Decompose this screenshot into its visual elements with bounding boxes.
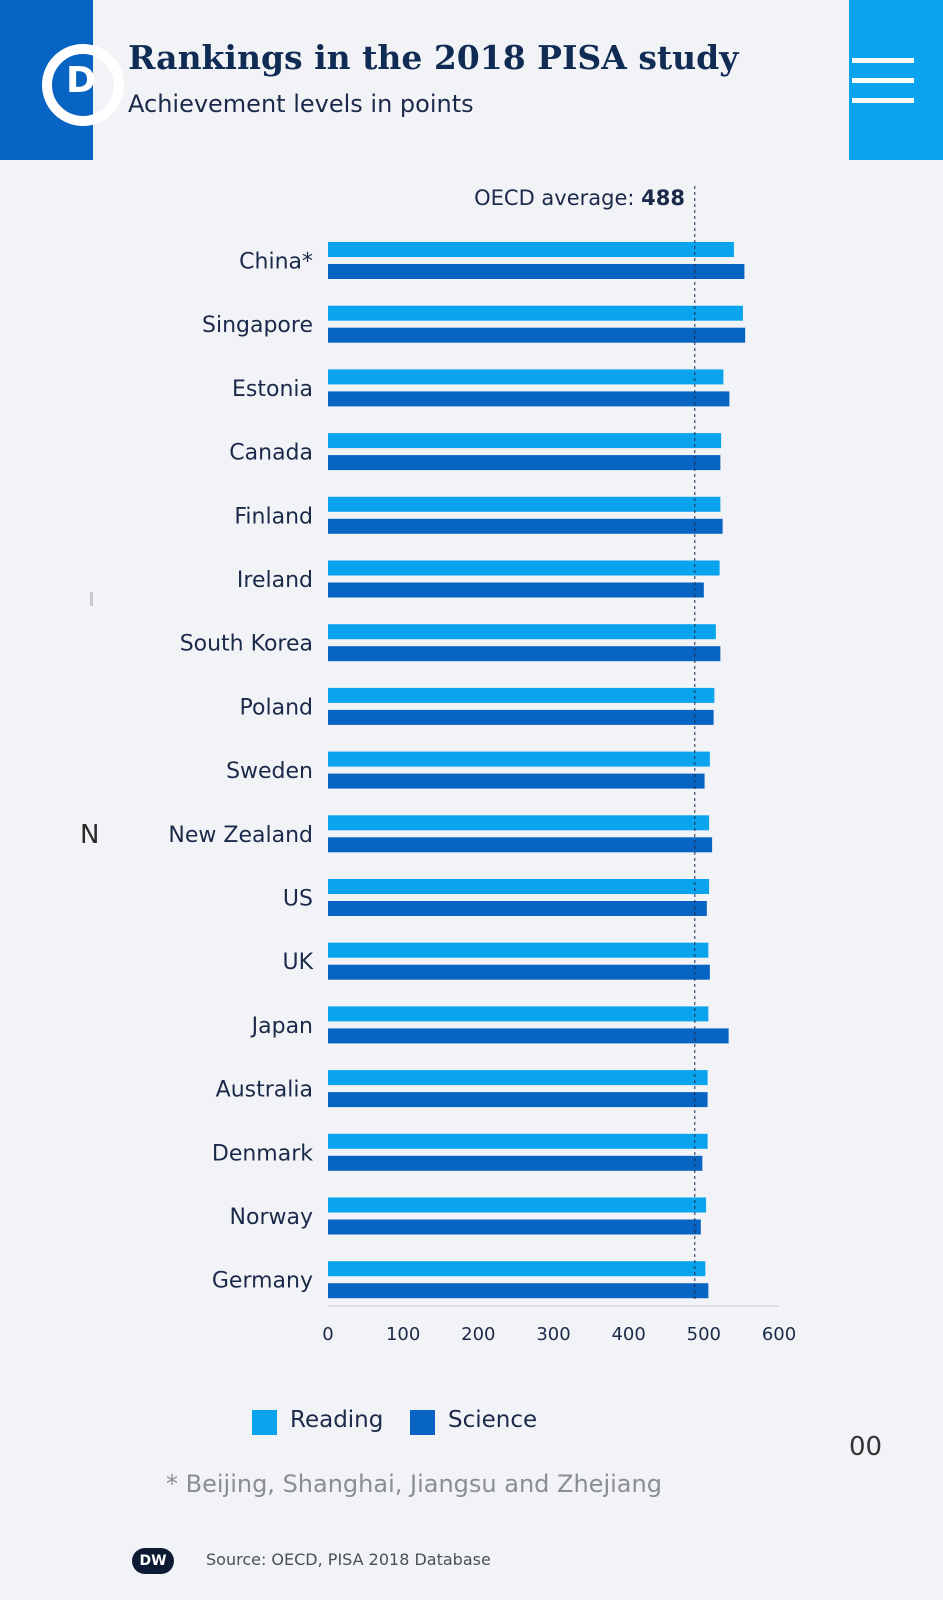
background-remnant-letter: N	[80, 820, 100, 850]
bar-reading	[328, 1006, 709, 1022]
bar-science	[328, 709, 714, 725]
category-label: Australia	[216, 1078, 313, 1103]
bar-reading	[328, 305, 743, 321]
bar-science	[328, 1219, 701, 1235]
category-label: UK	[282, 950, 313, 975]
x-tick-label: 100	[386, 1324, 420, 1345]
bar-science	[328, 391, 730, 407]
bar-reading	[328, 751, 710, 767]
bar-reading	[328, 815, 710, 831]
category-label: New Zealand	[168, 823, 313, 848]
category-label: Germany	[212, 1269, 313, 1294]
x-tick-label: 600	[762, 1324, 796, 1345]
category-label: China*	[239, 250, 313, 275]
bar-reading	[328, 942, 709, 958]
category-label: Estonia	[232, 377, 313, 402]
bar-reading	[328, 1070, 708, 1086]
chart-title: Rankings in the 2018 PISA study	[128, 38, 739, 77]
bar-reading	[328, 1197, 707, 1213]
category-label: Denmark	[212, 1141, 313, 1166]
legend-swatch-science	[410, 1410, 435, 1435]
legend-label-science: Science	[448, 1407, 538, 1433]
x-tick-label: 0	[322, 1324, 333, 1345]
oecd-average-text: OECD average:	[474, 186, 641, 210]
footnote: * Beijing, Shanghai, Jiangsu and Zhejian…	[166, 1470, 662, 1498]
bar-reading	[328, 879, 710, 894]
bar-reading	[328, 1133, 708, 1149]
bar-science	[328, 518, 723, 534]
bar-reading	[328, 1261, 706, 1277]
category-label: Canada	[229, 441, 313, 466]
bar-science	[328, 327, 746, 343]
category-label: US	[283, 887, 313, 912]
chart-subtitle: Achievement levels in points	[128, 90, 474, 118]
bar-science	[328, 646, 721, 662]
bar-science	[328, 1092, 708, 1108]
category-label: Ireland	[237, 568, 313, 593]
x-tick-label: 400	[611, 1324, 645, 1345]
bar-science	[328, 264, 745, 279]
category-label: Singapore	[202, 313, 313, 338]
bar-reading	[328, 496, 721, 512]
bar-science	[328, 1283, 709, 1299]
legend-label-reading: Reading	[290, 1407, 384, 1433]
bar-reading	[328, 433, 722, 449]
category-label: South Korea	[180, 632, 313, 657]
x-tick-label: 300	[536, 1324, 570, 1345]
x-tick-label: 500	[687, 1324, 721, 1345]
bar-science	[328, 455, 721, 471]
category-label: Norway	[230, 1205, 313, 1230]
bar-science	[328, 582, 704, 598]
bar-reading	[328, 369, 724, 385]
oecd-average-label: OECD average: 488	[474, 186, 685, 210]
dw-logo-icon[interactable]	[42, 44, 124, 126]
bar-reading	[328, 687, 715, 703]
bar-science	[328, 901, 707, 916]
legend-swatch-reading	[252, 1410, 277, 1435]
bar-science	[328, 837, 713, 853]
oecd-average-value: 488	[641, 186, 685, 210]
category-label: Japan	[250, 1014, 313, 1039]
source-text: Source: OECD, PISA 2018 Database	[206, 1550, 491, 1569]
category-label: Finland	[234, 504, 313, 529]
bar-science	[328, 773, 705, 789]
hamburger-menu-icon[interactable]	[852, 58, 914, 103]
bar-science	[328, 1028, 729, 1044]
dw-badge-icon: DW	[132, 1548, 174, 1574]
category-label: Poland	[240, 695, 313, 720]
category-label: Sweden	[226, 759, 313, 784]
x-tick-label: 200	[461, 1324, 495, 1345]
background-remnant-number: 00	[849, 1432, 883, 1462]
bar-reading	[328, 560, 720, 576]
dw-logo-letter: D	[66, 60, 96, 101]
background-remnant-mark	[90, 592, 93, 606]
bar-science	[328, 964, 710, 980]
bar-reading	[328, 624, 716, 640]
bar-science	[328, 1155, 703, 1171]
bar-reading	[328, 242, 734, 257]
